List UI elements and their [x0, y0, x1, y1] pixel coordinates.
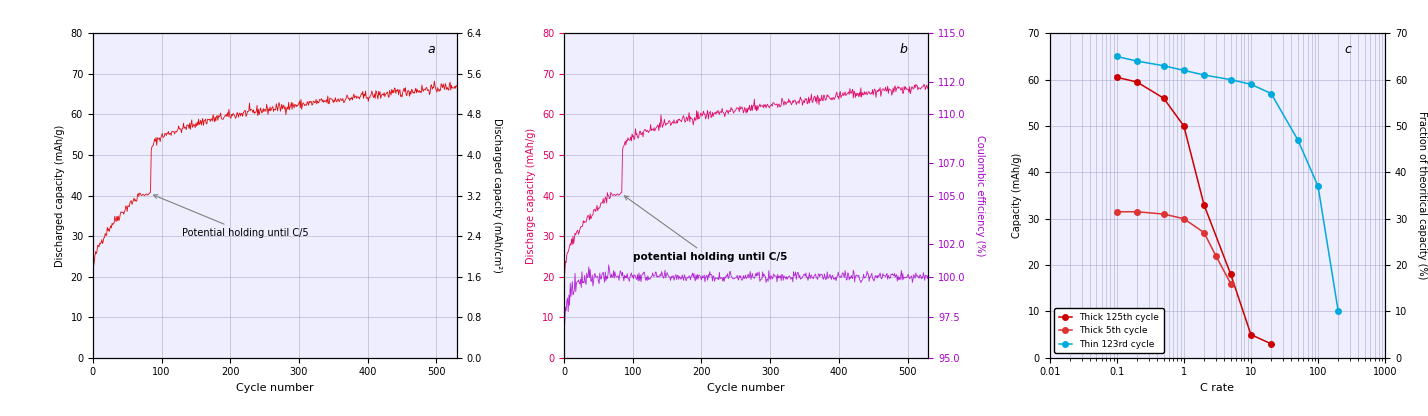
Thick 5th cycle — [1222, 281, 1240, 286]
X-axis label: Cycle number: Cycle number — [236, 383, 314, 393]
Thin 123rd cycle — [1329, 309, 1347, 314]
Y-axis label: Fraction of theoritical capacity (%): Fraction of theoritical capacity (%) — [1417, 111, 1427, 280]
Y-axis label: Capacity (mAh/g): Capacity (mAh/g) — [1012, 153, 1022, 238]
Text: potential holding until C/5: potential holding until C/5 — [624, 196, 787, 262]
Thin 123rd cycle — [1222, 77, 1240, 82]
Thin 123rd cycle — [1128, 59, 1145, 64]
Thick 5th cycle — [1128, 209, 1145, 214]
Thick 125th cycle — [1195, 202, 1212, 207]
Line: Thick 125th cycle: Thick 125th cycle — [1114, 74, 1274, 347]
Thick 5th cycle — [1195, 230, 1212, 235]
Line: Thick 5th cycle: Thick 5th cycle — [1114, 209, 1234, 286]
Legend: Thick 125th cycle, Thick 5th cycle, Thin 123rd cycle: Thick 125th cycle, Thick 5th cycle, Thin… — [1054, 308, 1164, 353]
X-axis label: C rate: C rate — [1201, 383, 1234, 393]
Thin 123rd cycle — [1175, 68, 1192, 73]
X-axis label: Cycle number: Cycle number — [707, 383, 785, 393]
Thick 5th cycle — [1108, 209, 1125, 214]
Thick 5th cycle — [1207, 253, 1224, 258]
Thin 123rd cycle — [1289, 137, 1307, 142]
Thick 125th cycle — [1108, 75, 1125, 80]
Y-axis label: Coulombic efficiency (%): Coulombic efficiency (%) — [975, 135, 985, 256]
Text: c: c — [1345, 43, 1352, 56]
Y-axis label: Discharge capacity (mAh/g): Discharge capacity (mAh/g) — [527, 127, 537, 264]
Thick 125th cycle — [1242, 332, 1259, 337]
Thick 5th cycle — [1175, 216, 1192, 221]
Thin 123rd cycle — [1155, 63, 1172, 68]
Thin 123rd cycle — [1108, 54, 1125, 59]
Thick 125th cycle — [1175, 124, 1192, 129]
Thick 125th cycle — [1128, 79, 1145, 84]
Text: b: b — [900, 43, 907, 56]
Y-axis label: Discharged capacity (mAh/cm²): Discharged capacity (mAh/cm²) — [491, 118, 501, 273]
Thick 125th cycle — [1262, 342, 1279, 347]
Text: Potential holding until C/5: Potential holding until C/5 — [154, 195, 308, 238]
Thick 125th cycle — [1222, 272, 1240, 277]
Line: Thin 123rd cycle: Thin 123rd cycle — [1114, 54, 1341, 314]
Thin 123rd cycle — [1242, 82, 1259, 87]
Text: a: a — [428, 43, 436, 56]
Thin 123rd cycle — [1195, 72, 1212, 77]
Thick 5th cycle — [1155, 212, 1172, 217]
Y-axis label: Discharged capacity (mAh/g): Discharged capacity (mAh/g) — [56, 124, 66, 267]
Thin 123rd cycle — [1262, 91, 1279, 96]
Thick 125th cycle — [1155, 96, 1172, 101]
Thin 123rd cycle — [1309, 184, 1327, 189]
